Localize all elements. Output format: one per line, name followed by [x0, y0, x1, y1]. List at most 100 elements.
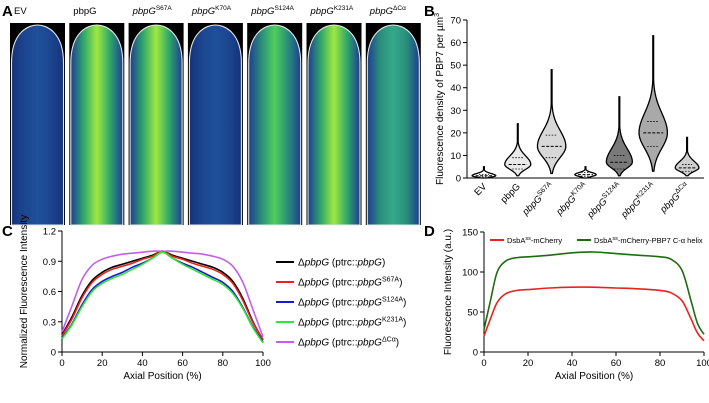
- y-tick-label: 30: [450, 106, 461, 117]
- y-axis-label-text: Fluorescence density of PBP7 per µm: [435, 17, 446, 185]
- panel-a-microscopy: EV pbpG pbpGS67A pbpGK70A pbpGS124A pbpGK231A…: [10, 5, 421, 226]
- panel-letter-d: D: [424, 223, 435, 240]
- series-line: [61, 251, 264, 344]
- x-category-mutation: ΔCα: [674, 181, 689, 196]
- panel-letter-b: B: [424, 3, 435, 20]
- y-tick-label: 50: [450, 61, 461, 72]
- legend-gene2: pbpG: [357, 278, 383, 289]
- x-category-label: EV: [472, 181, 489, 198]
- legend-close: ): [403, 318, 406, 329]
- violin-shape: [638, 35, 669, 172]
- legend-promoter: (ptrc::: [329, 318, 357, 329]
- legend-mutation: K231A: [382, 317, 403, 324]
- panel-d-line-chart: 0 50 100 150 0 20 40 60 80 100 Axial Position (%) F…: [443, 228, 709, 383]
- strip-label: pbpGS67A: [132, 5, 173, 17]
- legend-promoter: (ptrc::: [329, 298, 357, 309]
- legend-mutation: S67A: [382, 277, 399, 284]
- x-category-mutation: K231A: [635, 180, 655, 200]
- y-axis-label-sup: 3: [434, 13, 441, 17]
- x-tick-label: 100: [255, 358, 271, 369]
- strip-label-gene: pbpG: [132, 6, 156, 17]
- y-axis-label: Normalized Fluorescence Intensity: [19, 215, 30, 368]
- y-tick-label: 0.3: [43, 317, 56, 328]
- legend-suffix: -mCherry-PBP7 C-α helix: [618, 236, 703, 245]
- legend-close: ): [399, 278, 402, 289]
- y-tick-label: 0: [456, 174, 461, 185]
- strip-label-mutation: S67A: [156, 5, 173, 12]
- legend-prefix: Δ: [298, 298, 305, 309]
- violin-shape: [605, 96, 634, 177]
- x-tick-label: 20: [523, 358, 534, 369]
- violin-shape: [504, 123, 532, 177]
- cell-fluorescence: [11, 25, 64, 225]
- legend-suffix: -mCherry: [531, 236, 562, 245]
- x-tick-label: 60: [611, 358, 622, 369]
- y-tick-label: 0: [473, 348, 478, 359]
- legend-promoter: (ptrc::: [329, 278, 357, 289]
- legend-label: ΔpbpG (ptrc::pbpGS124A): [298, 297, 406, 309]
- legend-close: ): [403, 298, 406, 309]
- x-category-mutation: S124A: [601, 180, 621, 200]
- legend-label: ΔpbpG (ptrc::pbpGΔCα): [298, 337, 399, 349]
- x-category-label: pbpGS67A: [519, 180, 557, 218]
- strip-label-gene: EV: [14, 6, 27, 17]
- strip-label-mutation: K70A: [215, 5, 232, 12]
- legend-close: ): [396, 338, 399, 349]
- x-category-label: pbpG: [499, 181, 523, 205]
- legend-sup: ss: [612, 236, 618, 242]
- panel-letter-a: A: [2, 3, 13, 20]
- y-tick-label: 60: [450, 38, 461, 49]
- legend-label: ΔpbpG (ptrc::pbpG): [298, 258, 385, 269]
- x-tick-label: 100: [696, 358, 709, 369]
- legend-gene: pbpG: [304, 298, 330, 309]
- cell-fluorescence: [367, 25, 420, 225]
- cell-outline: [188, 24, 242, 226]
- panel-b-violin-chart: 0 10 20 30 40 50 60 70 Fluorescence density of P…: [434, 13, 704, 221]
- legend-label: DsbAss-mCherry: [507, 236, 562, 245]
- y-axis-label: Fluorescence density of PBP7 per µm3: [434, 13, 446, 185]
- legend-prefix: Δ: [298, 318, 305, 329]
- x-tick-label: 20: [97, 358, 108, 369]
- x-category-mutation: S67A: [536, 180, 553, 197]
- x-category-label: pbpGS124A: [584, 180, 625, 221]
- cell-fluorescence: [189, 25, 242, 225]
- x-tick-label: 80: [218, 358, 229, 369]
- strip-label-gene: pbpG: [310, 6, 334, 17]
- strip-label: pbpGΔCα: [369, 5, 406, 17]
- y-tick-label: 0.9: [43, 257, 56, 268]
- cell-outline: [248, 24, 302, 226]
- legend-promoter: (ptrc::: [329, 338, 357, 349]
- legend-gene: pbpG: [304, 278, 330, 289]
- legend-sup: ss: [525, 236, 531, 242]
- legend-name: DsbA: [507, 236, 525, 245]
- legend-gene2: pbpG: [357, 338, 383, 349]
- legend-promoter: (ptrc::: [329, 258, 357, 269]
- x-tick-label: 0: [481, 358, 486, 369]
- y-tick-label: 10: [450, 151, 461, 162]
- strip-label-gene: pbpG: [73, 6, 96, 17]
- cell-outline: [307, 24, 361, 226]
- y-tick-label: 0: [51, 348, 56, 359]
- legend-close: ): [382, 258, 385, 269]
- legend-prefix: Δ: [298, 338, 305, 349]
- x-category-label: pbpGK231A: [618, 180, 659, 221]
- cell-outline: [10, 24, 65, 226]
- strip-label-mutation: S124A: [274, 5, 294, 12]
- legend-prefix: Δ: [298, 278, 305, 289]
- legend-gene: pbpG: [304, 318, 330, 329]
- y-tick-label: 70: [450, 16, 461, 27]
- legend-mutation: S124A: [382, 297, 403, 304]
- legend-name: DsbA: [594, 236, 612, 245]
- x-category-gene: pbpG: [499, 181, 523, 205]
- x-tick-label: 40: [567, 358, 578, 369]
- cell-outline: [129, 24, 183, 226]
- y-tick-label: 0.6: [43, 287, 56, 298]
- strip-label: pbpGK70A: [191, 5, 232, 17]
- strip-label-mutation: ΔCα: [393, 5, 406, 12]
- series-line: [61, 250, 264, 338]
- x-tick-label: 80: [655, 358, 666, 369]
- x-axis-label: Axial Position (%): [123, 371, 201, 382]
- strip-label-gene: pbpG: [191, 6, 215, 17]
- strip-label-mutation: K231A: [334, 5, 354, 12]
